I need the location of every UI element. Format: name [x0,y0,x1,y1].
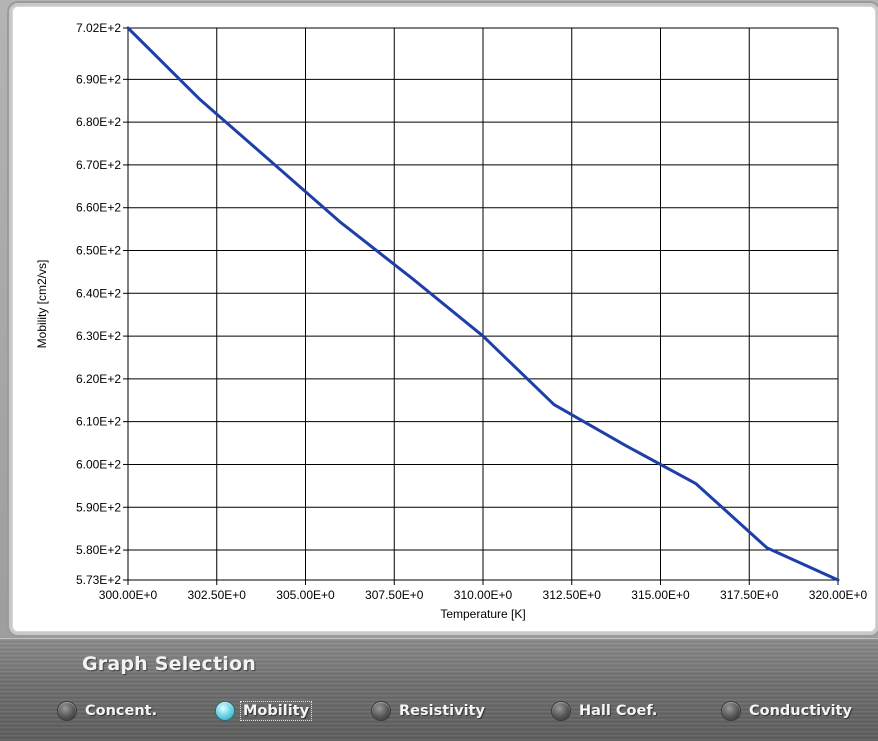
radio-label-mobility: Mobility [239,701,313,721]
x-axis-title: Temperature [K] [440,607,525,621]
y-tick-label: 6.80E+2 [76,115,121,129]
radio-button-icon[interactable] [372,702,390,720]
y-tick-label: 5.73E+2 [76,573,121,587]
radio-label-resistivity: Resistivity [399,703,485,719]
y-tick-label: 5.90E+2 [76,500,121,514]
radio-button-icon[interactable] [552,702,570,720]
y-tick-label: 7.02E+2 [76,21,121,35]
graph-selection-title: Graph Selection [82,653,256,675]
mobility-chart: 300.00E+0 302.50E+0 305.00E+0 307.50E+0 310.… [35,21,868,621]
radio-concent[interactable]: Concent. [58,698,159,724]
y-tick-label: 6.20E+2 [76,372,121,386]
radio-hall-coef[interactable]: Hall Coef. [552,698,659,724]
x-tick-label: 302.50E+0 [188,588,247,602]
x-tick-label: 317.50E+0 [720,588,779,602]
radio-button-selected-icon[interactable] [216,702,234,720]
x-tick-label: 307.50E+0 [365,588,424,602]
graph-selection-panel: Graph Selection Concent. Mobility Resist… [0,638,878,741]
x-tick-label: 305.00E+0 [276,588,335,602]
mobility-series-line [126,26,840,582]
y-tick-label: 6.50E+2 [76,244,121,258]
radio-label-conductivity: Conductivity [749,703,852,719]
x-tick-label: 300.00E+0 [99,588,158,602]
y-tick-label: 6.60E+2 [76,201,121,215]
y-tick-label: 6.00E+2 [76,457,121,471]
x-tick-label: 312.50E+0 [543,588,602,602]
x-tick-label: 320.00E+0 [809,588,868,602]
radio-label-hall-coef: Hall Coef. [579,703,658,719]
x-tick-label: 310.00E+0 [454,588,513,602]
y-tick-label: 6.40E+2 [76,286,121,300]
radio-button-icon[interactable] [722,702,740,720]
y-tick-label: 6.10E+2 [76,415,121,429]
y-tick-label: 6.70E+2 [76,158,121,172]
y-tick-label: 6.30E+2 [76,329,121,343]
y-axis-title: Mobility [cm2/vs] [35,260,49,349]
radio-conductivity[interactable]: Conductivity [722,698,854,724]
x-tick-label: 315.00E+0 [631,588,690,602]
radio-label-concent: Concent. [85,703,158,719]
radio-mobility[interactable]: Mobility [216,698,313,724]
plot-panel [12,6,876,632]
y-tick-label: 6.90E+2 [76,72,121,86]
radio-resistivity[interactable]: Resistivity [372,698,487,724]
y-tick-label: 5.80E+2 [76,543,121,557]
radio-button-icon[interactable] [58,702,76,720]
